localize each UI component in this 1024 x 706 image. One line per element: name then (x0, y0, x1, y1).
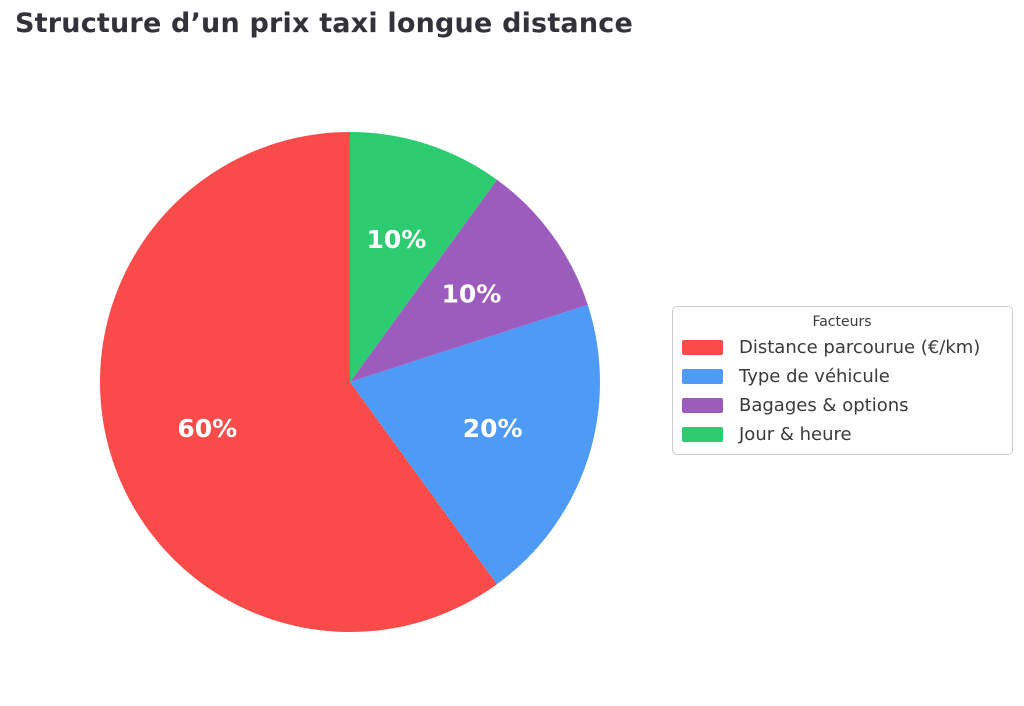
legend-items: Distance parcourue (€/km) Type de véhicul… (682, 333, 1002, 449)
legend-item-label: Jour & heure (739, 424, 852, 445)
legend-item: Bagages & options (682, 391, 1002, 420)
pct-label-1: 20% (463, 414, 523, 443)
legend-box: Facteurs Distance parcourue (€/km) Type d… (672, 306, 1013, 455)
pie-slice-2 (350, 179, 588, 382)
legend-swatch-icon (682, 398, 723, 413)
pct-label-3: 10% (366, 225, 426, 254)
legend-swatch-icon (682, 427, 723, 442)
legend-swatch-icon (682, 340, 723, 355)
legend-item: Jour & heure (682, 420, 1002, 449)
legend-item-label: Type de véhicule (739, 366, 890, 387)
legend-item: Type de véhicule (682, 362, 1002, 391)
legend-title: Facteurs (812, 314, 872, 330)
chart-title: Structure d’un prix taxi longue distance (15, 8, 633, 39)
legend-item-label: Distance parcourue (€/km) (739, 337, 981, 358)
pct-label-0: 60% (177, 414, 237, 443)
legend-swatch-icon (682, 369, 723, 384)
legend-item-label: Bagages & options (739, 395, 909, 416)
pie-slice-1 (350, 304, 600, 585)
pie-slice-0 (99, 132, 497, 632)
legend-item: Distance parcourue (€/km) (682, 333, 1002, 362)
pct-label-2: 10% (441, 280, 501, 309)
pie-slice-3 (350, 132, 497, 382)
